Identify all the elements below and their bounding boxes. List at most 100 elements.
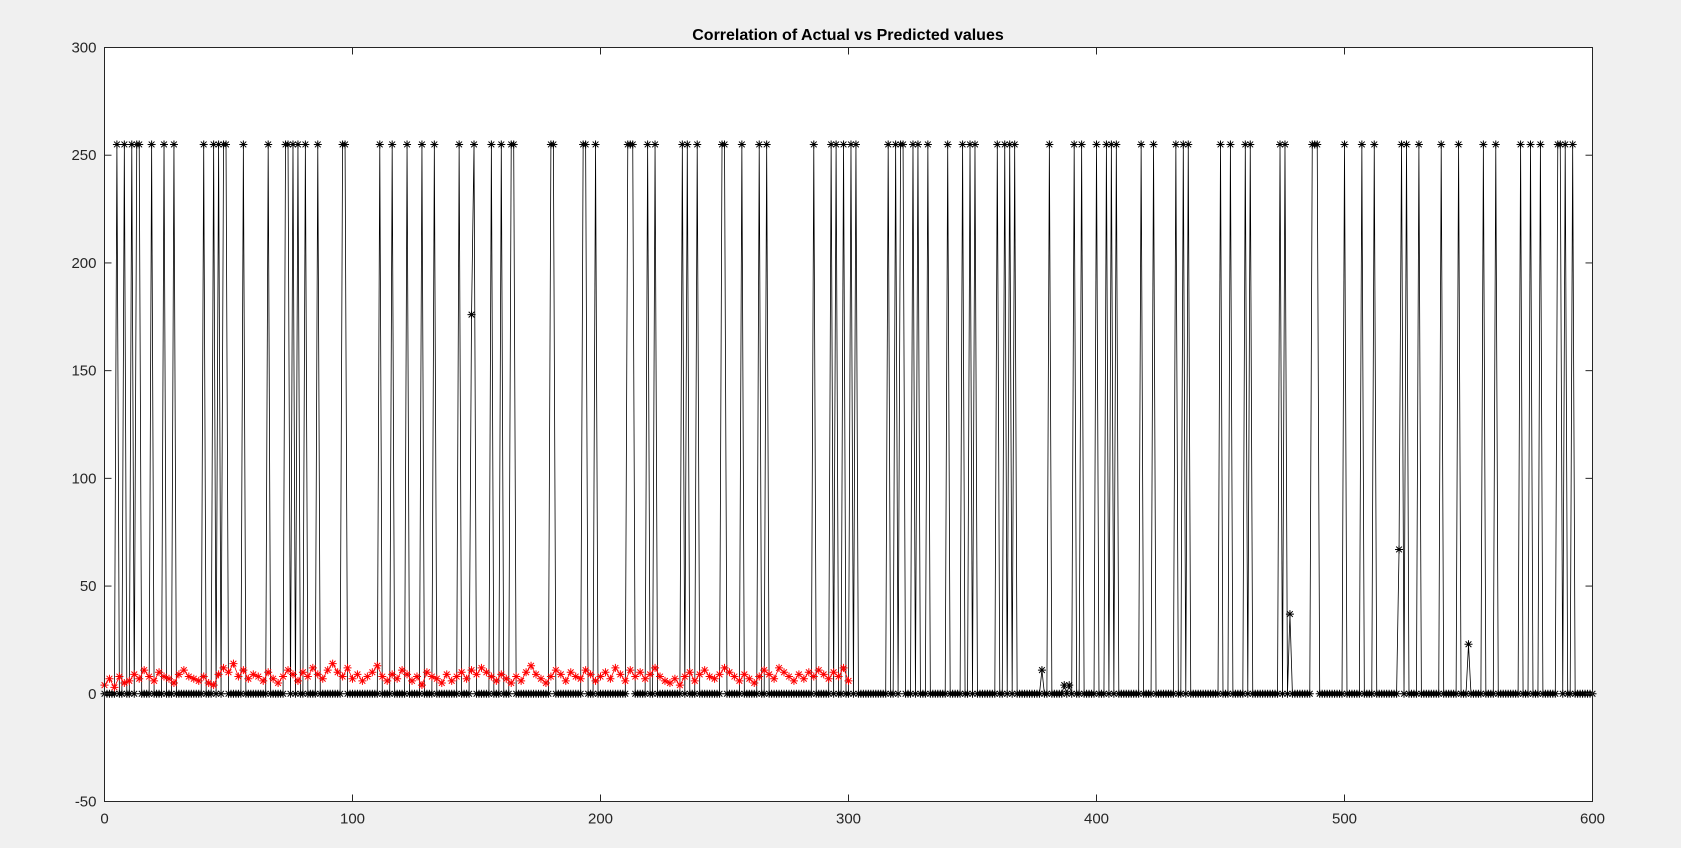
x-tick-label: 400 (1084, 811, 1109, 828)
series-1-point (1062, 689, 1071, 698)
series-1-point (336, 689, 345, 698)
series-1-point (509, 140, 518, 149)
series-2-point (690, 676, 699, 685)
y-tick-label: 300 (71, 40, 96, 57)
series-2-markers (100, 659, 853, 692)
series-2-point (844, 676, 853, 685)
series-1-point (1283, 689, 1292, 698)
series-1-point (125, 689, 134, 698)
series-2-point (482, 668, 491, 677)
series-2-point (229, 659, 238, 668)
series-1-point (217, 689, 226, 698)
series-1-point (1226, 140, 1235, 149)
series-2-point (333, 668, 342, 677)
series-2-point (412, 672, 421, 681)
series-1-point (236, 689, 245, 698)
series-1-point (1090, 689, 1099, 698)
series-1-point (849, 689, 858, 698)
series-2-point (150, 676, 159, 685)
series-1-point (715, 689, 724, 698)
series-1-point (1184, 140, 1193, 149)
series-1-point (1060, 681, 1069, 690)
series-1-point (261, 689, 270, 698)
series-2-point (125, 676, 134, 685)
series-1-point (1392, 689, 1401, 698)
series-2-point (417, 681, 426, 690)
series-2-point (775, 663, 784, 672)
series-2-point (804, 668, 813, 677)
series-1-point (169, 140, 178, 149)
series-1-point (120, 140, 129, 149)
series-1-point (1010, 140, 1019, 149)
series-1-point (1402, 140, 1411, 149)
series-2-point (462, 674, 471, 683)
series-1-point (651, 140, 660, 149)
series-2-point (725, 668, 734, 677)
series-1-point (1035, 689, 1044, 698)
series-1-point (157, 689, 166, 698)
series-1-point (293, 140, 302, 149)
series-1-point (1338, 689, 1347, 698)
series-1-point (844, 689, 853, 698)
series-2-point (135, 674, 144, 683)
series-1-point (1276, 140, 1285, 149)
series-2-point (536, 674, 545, 683)
series-2-point (343, 663, 352, 672)
y-tick-label: 50 (80, 578, 97, 595)
series-1-point (147, 140, 156, 149)
series-1-point (1214, 689, 1223, 698)
series-1-point (943, 140, 952, 149)
series-2-point (398, 666, 407, 675)
x-tick-label: 200 (588, 811, 613, 828)
series-1-point (846, 140, 855, 149)
series-2-point (814, 666, 823, 675)
series-1-point (1476, 689, 1485, 698)
series-2-point (447, 676, 456, 685)
series-1-point (899, 140, 908, 149)
series-2-point (378, 672, 387, 681)
series-1-point (549, 140, 558, 149)
series-1-point (1491, 140, 1500, 149)
series-1-point (824, 689, 833, 698)
series-1-point (1137, 140, 1146, 149)
series-1-point (990, 689, 999, 698)
series-1-point (1107, 140, 1116, 149)
series-1 (100, 140, 1597, 698)
series-1-point (807, 689, 816, 698)
series-1-point (1454, 140, 1463, 149)
series-1-point (1514, 689, 1523, 698)
series-2-point (169, 679, 178, 688)
series-1-point (239, 140, 248, 149)
series-2-point (507, 679, 516, 688)
series-1-point (1037, 666, 1046, 675)
series-2-point (586, 670, 595, 679)
series-2-point (710, 674, 719, 683)
series-1-point (1434, 689, 1443, 698)
series-1-point (110, 689, 119, 698)
series-2-point (755, 672, 764, 681)
series-1-point (212, 689, 221, 698)
series-1-point (755, 140, 764, 149)
series-1-point (544, 689, 553, 698)
series-1-point (494, 689, 503, 698)
series-1-point (1280, 140, 1289, 149)
series-1-point (1099, 689, 1108, 698)
series-2-point (502, 674, 511, 683)
series-2-point (120, 679, 129, 688)
series-1-point (1070, 140, 1079, 149)
series-2-point (274, 679, 283, 688)
series-1-point (197, 689, 206, 698)
series-2-point (601, 668, 610, 677)
series-1-point (427, 689, 436, 698)
series-1-point (465, 689, 474, 698)
series-1-point (1566, 689, 1575, 698)
series-1-point (591, 140, 600, 149)
series-2-point (393, 674, 402, 683)
series-1-point (1149, 140, 1158, 149)
series-1-point (1452, 689, 1461, 698)
series-2-point (432, 674, 441, 683)
y-tick-label: 150 (71, 363, 96, 380)
series-1-point (1568, 140, 1577, 149)
series-2-point (541, 679, 550, 688)
